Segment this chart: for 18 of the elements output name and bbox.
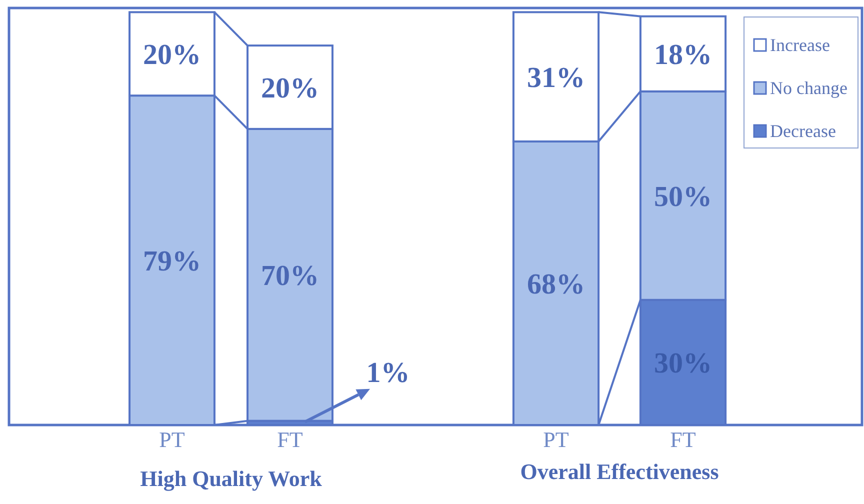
legend-label: Decrease [770,121,836,141]
x-axis-title: Overall Effectiveness [520,459,720,484]
x-tick-label: PT [543,427,570,452]
legend-label: Increase [770,35,830,55]
data-label: 18% [654,39,712,72]
x-tick-label: FT [277,427,304,452]
x-tick-label: FT [670,427,696,452]
x-tick-label: PT [159,427,186,452]
data-label: 70% [261,260,319,292]
data-label: 20% [143,39,201,72]
x-axis-title: High Quality Work [140,466,323,491]
data-label: 20% [261,72,319,104]
data-label: 68% [527,268,585,300]
data-label: 50% [654,180,712,213]
data-label: 79% [143,245,201,278]
data-label: 31% [527,62,585,94]
legend-label: No change [770,78,848,98]
annotation: 1% [366,356,410,389]
